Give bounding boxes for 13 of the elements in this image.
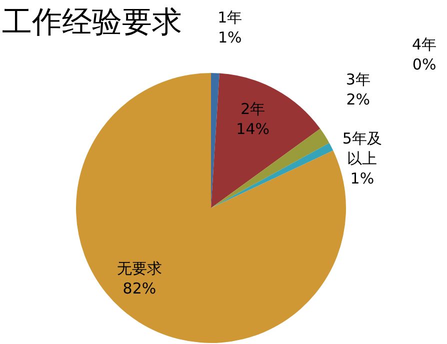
data-label: 1%: [350, 169, 374, 188]
data-label: 1%: [218, 28, 242, 46]
data-label: 14%: [236, 120, 270, 138]
data-label: 2%: [346, 90, 370, 108]
text: 0%: [412, 55, 436, 74]
category-label: 4年: [412, 35, 437, 54]
slice-label: 5年及以上: [342, 129, 382, 168]
slice-label: 1年: [218, 8, 242, 26]
chart-title: 工作经验要求: [2, 4, 182, 42]
slice-label: 2年: [240, 100, 266, 118]
data-label: 82%: [122, 279, 156, 298]
slice-label: 3年: [346, 70, 370, 88]
slice-label: 无要求: [116, 259, 162, 278]
